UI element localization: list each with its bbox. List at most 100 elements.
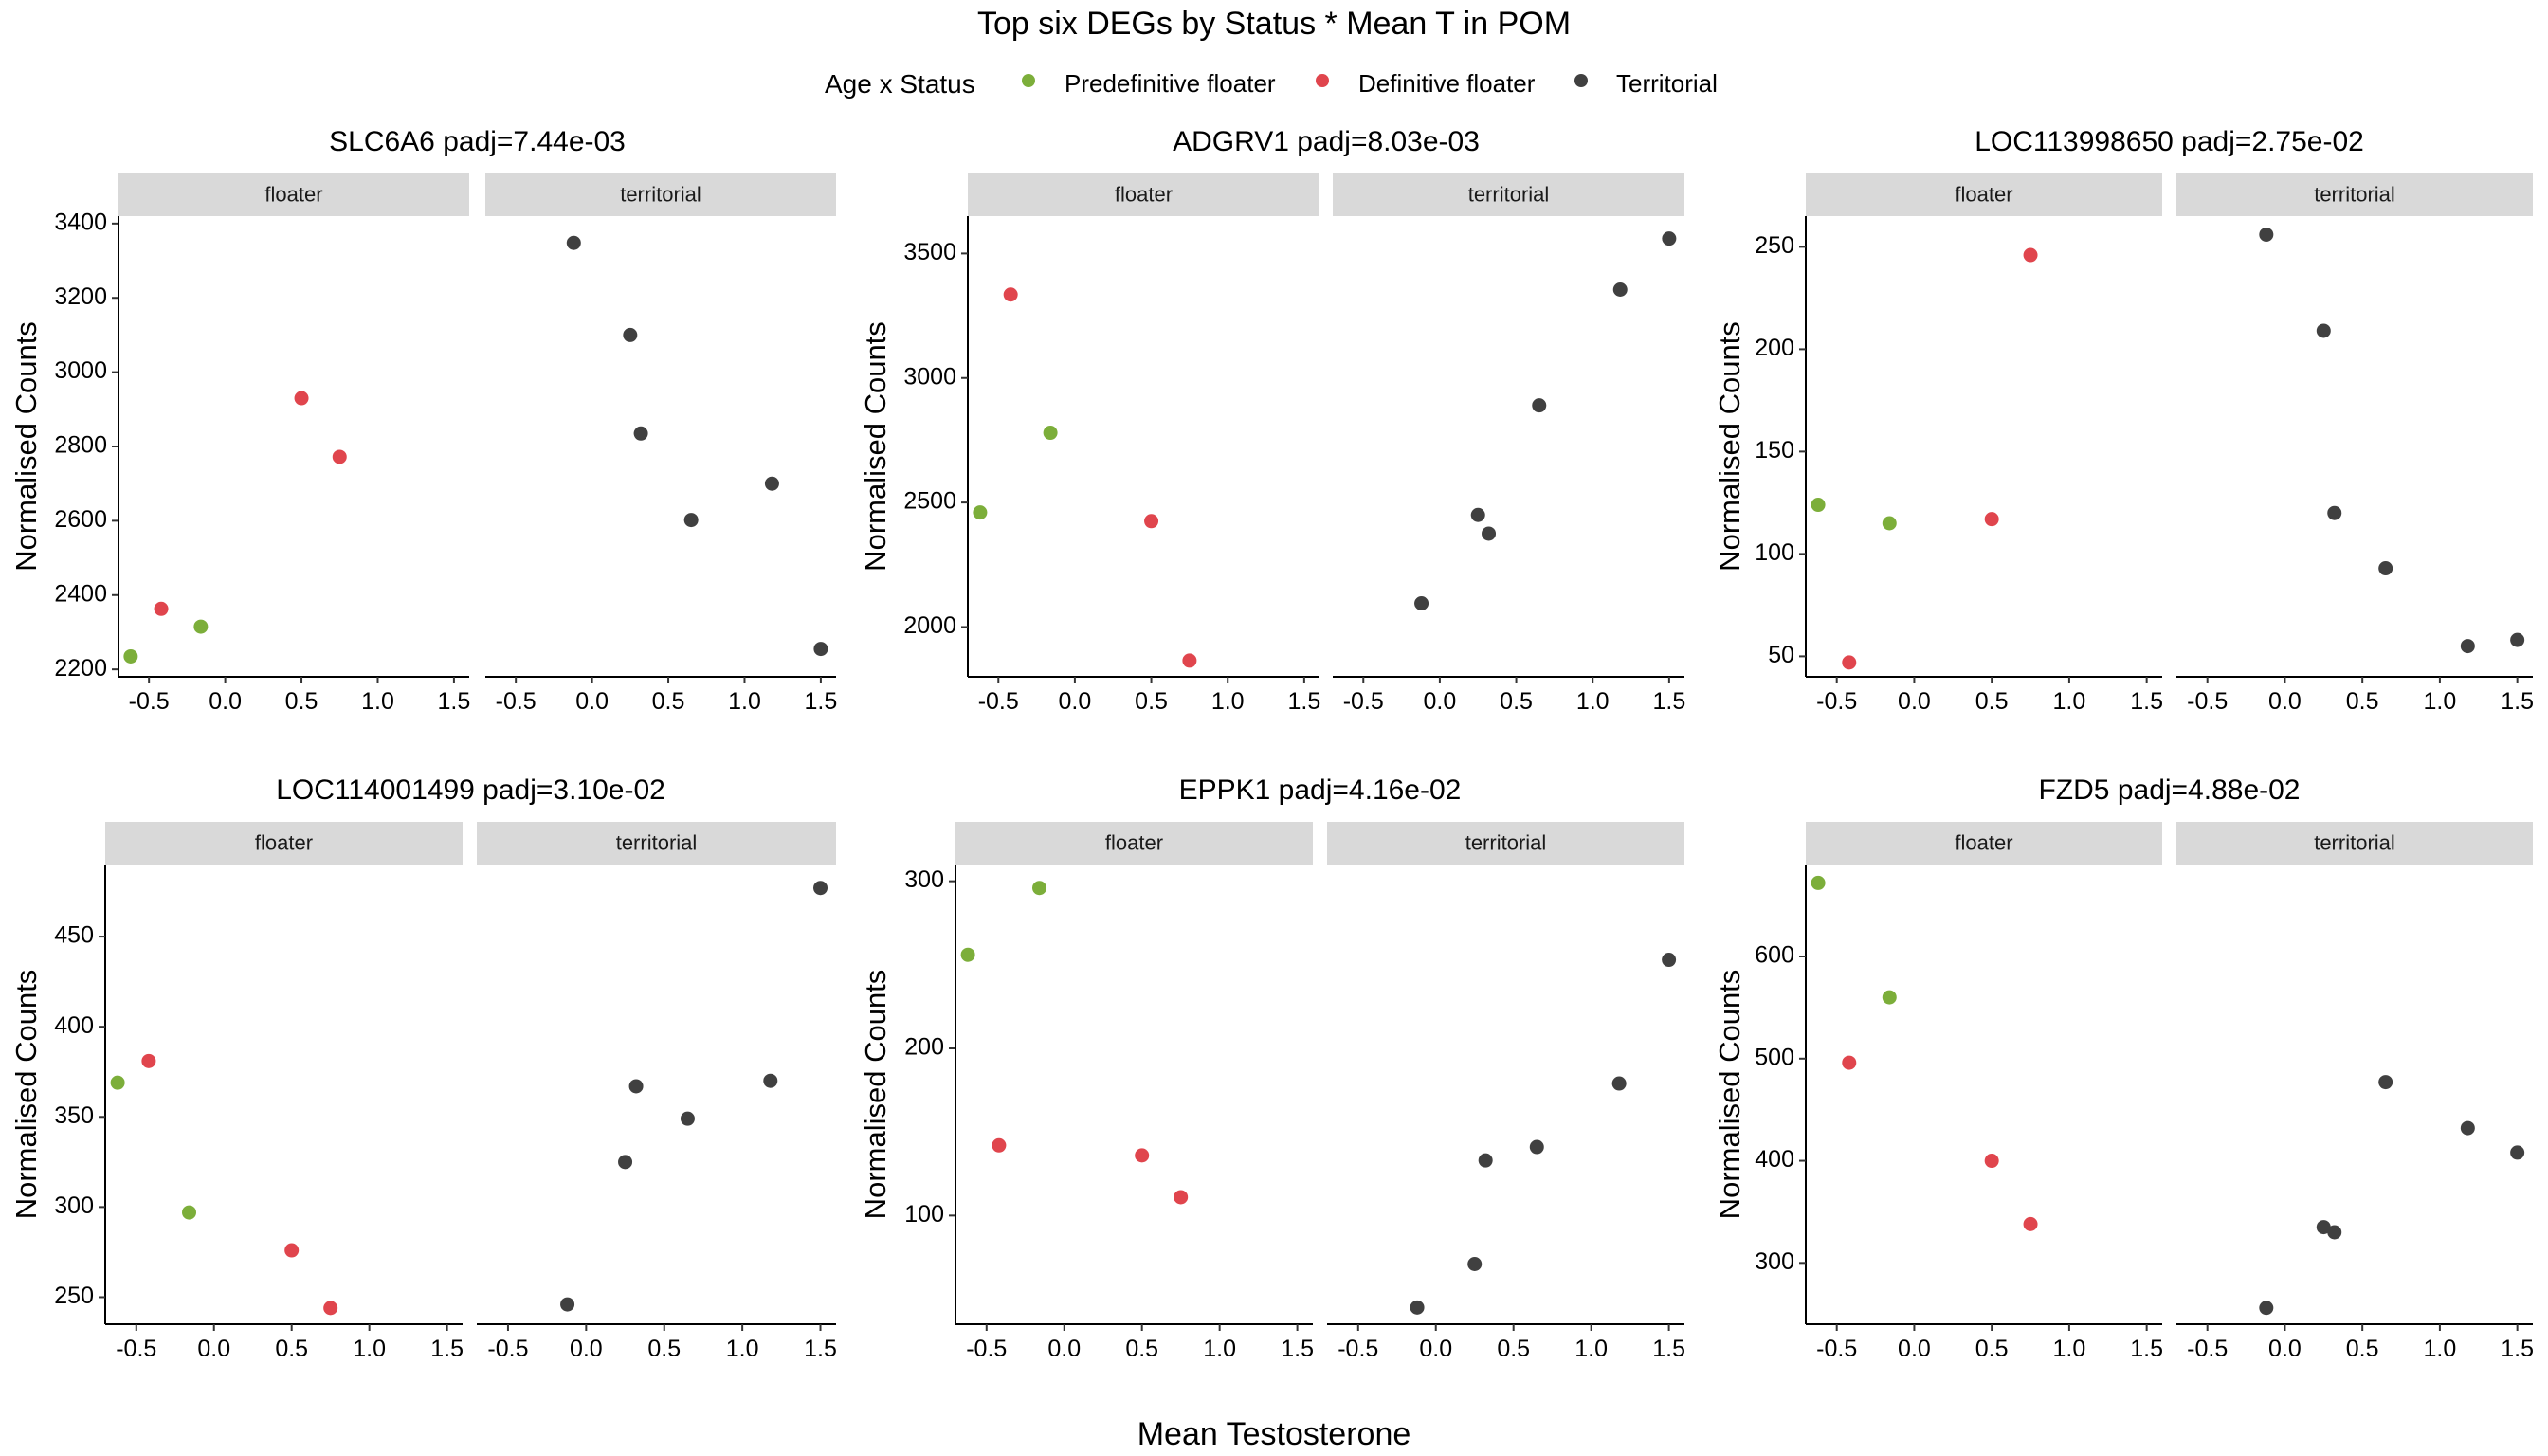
data-point [123,648,138,664]
data-point [1043,426,1058,441]
facet-strip-territorial [1327,822,1684,864]
panel-title: LOC113998650 padj=2.75e-02 [1975,126,2364,157]
y-tick-label: 250 [1755,232,1794,259]
x-tick-label: 1.0 [726,1336,759,1362]
facet-label-territorial: territorial [1465,830,1547,854]
data-point [193,619,209,634]
panel-title: FZD5 padj=4.88e-02 [2038,774,2300,806]
x-tick-label: 0.0 [1898,688,1931,715]
x-tick-label: -0.5 [1816,688,1857,715]
facet-strip-floater [1806,173,2162,216]
x-tick-label: -0.5 [116,1336,156,1362]
y-axis-title: Normalised Counts [859,321,892,572]
x-tick-label: -0.5 [2187,1336,2228,1362]
x-tick-label: -0.5 [1816,1336,1857,1362]
legend-label-territorial: Territorial [1616,69,1718,98]
chart-panels: SLC6A6 padj=7.44e-03 Normalised Counts 220… [9,126,2534,1362]
x-tick-label: 0.0 [575,688,609,715]
x-tick-label: -0.5 [1338,1336,1378,1362]
data-point [1882,990,1897,1005]
data-point [284,1243,300,1258]
x-tick-label: 0.0 [197,1336,230,1362]
x-tick-label: 0.5 [1497,1336,1530,1362]
x-tick-label: 1.0 [2053,688,2086,715]
panel-title: LOC114001499 padj=3.10e-02 [276,774,665,806]
data-point [764,476,779,491]
data-point [2023,1216,2038,1231]
x-tick-label: 1.5 [1281,1336,1314,1362]
x-tick-label: 1.0 [1203,1336,1236,1362]
facet-strip-floater [956,822,1313,864]
data-point [1467,1257,1483,1272]
legend-title: Age x Status [825,69,975,99]
panel-title: EPPK1 padj=4.16e-02 [1179,774,1462,806]
data-point [763,1073,778,1088]
data-point [1144,514,1159,529]
y-tick-label: 500 [1755,1044,1794,1070]
x-tick-label: 1.5 [2130,688,2163,715]
x-tick-label: 0.0 [1424,688,1457,715]
data-point [1811,875,1826,890]
y-tick-label: 3000 [54,357,107,384]
data-point [1135,1148,1150,1163]
y-tick-label: 100 [1755,539,1794,566]
x-tick-label: -0.5 [496,688,537,715]
data-point [1811,498,1826,513]
x-tick-label: 1.0 [2053,1336,2086,1362]
facet-strip-floater [105,822,463,864]
x-tick-label: 0.5 [285,688,318,715]
panel-title: ADGRV1 padj=8.03e-03 [1173,126,1480,157]
data-point [1611,1076,1627,1091]
y-tick-label: 300 [54,1192,94,1219]
data-point [2316,323,2331,338]
x-tick-label: 0.5 [1125,1336,1158,1362]
legend-key-predefinitive-floater [1022,74,1035,87]
facet-strip-territorial [477,822,836,864]
facet-label-territorial: territorial [2314,830,2395,854]
data-point [2316,1220,2331,1235]
x-tick-label: -0.5 [2187,688,2228,715]
x-tick-label: 1.5 [2501,688,2534,715]
x-tick-label: 0.5 [1975,688,2009,715]
data-point [566,235,581,250]
y-tick-label: 250 [54,1283,94,1309]
data-point [1532,398,1547,413]
data-point [1612,282,1628,297]
data-point [618,1155,633,1170]
x-tick-label: 1.0 [2424,1336,2457,1362]
y-tick-label: 400 [54,1012,94,1039]
x-tick-label: -0.5 [129,688,170,715]
x-tick-label: 0.0 [1419,1336,1452,1362]
panel-5: EPPK1 padj=4.16e-02 Normalised Counts 100 2… [859,774,1685,1362]
x-tick-label: 1.0 [361,688,394,715]
data-point [813,642,828,657]
facet-strip-floater [1806,822,2162,864]
facet-label-floater: floater [1955,182,2012,206]
y-tick-label: 2500 [903,488,956,515]
y-axis-title: Normalised Counts [1713,321,1746,572]
facet-strip-floater [968,173,1320,216]
x-tick-label: 1.5 [438,688,471,715]
x-tick-label: 1.0 [728,688,761,715]
x-tick-label: -0.5 [487,1336,528,1362]
x-tick-label: 0.0 [1047,1336,1081,1362]
x-tick-label: 0.5 [652,688,685,715]
y-axis-title: Normalised Counts [9,970,43,1220]
x-tick-label: 1.0 [353,1336,386,1362]
x-tick-label: 0.5 [1975,1336,2009,1362]
y-tick-label: 3500 [903,239,956,265]
data-point [2460,639,2475,654]
data-point [1882,516,1897,531]
x-tick-label: -0.5 [1343,688,1384,715]
x-tick-label: 1.5 [2501,1336,2534,1362]
data-point [154,601,169,616]
legend: Age x Status Predefinitive floater Defin… [825,69,1718,99]
y-tick-label: 50 [1768,642,1794,668]
x-axis-label: Mean Testosterone [1138,1416,1411,1452]
data-point [1470,507,1485,522]
y-tick-label: 400 [1755,1146,1794,1173]
y-tick-label: 150 [1755,437,1794,464]
x-tick-label: 1.5 [2130,1336,2163,1362]
x-tick-label: 1.5 [430,1336,464,1362]
